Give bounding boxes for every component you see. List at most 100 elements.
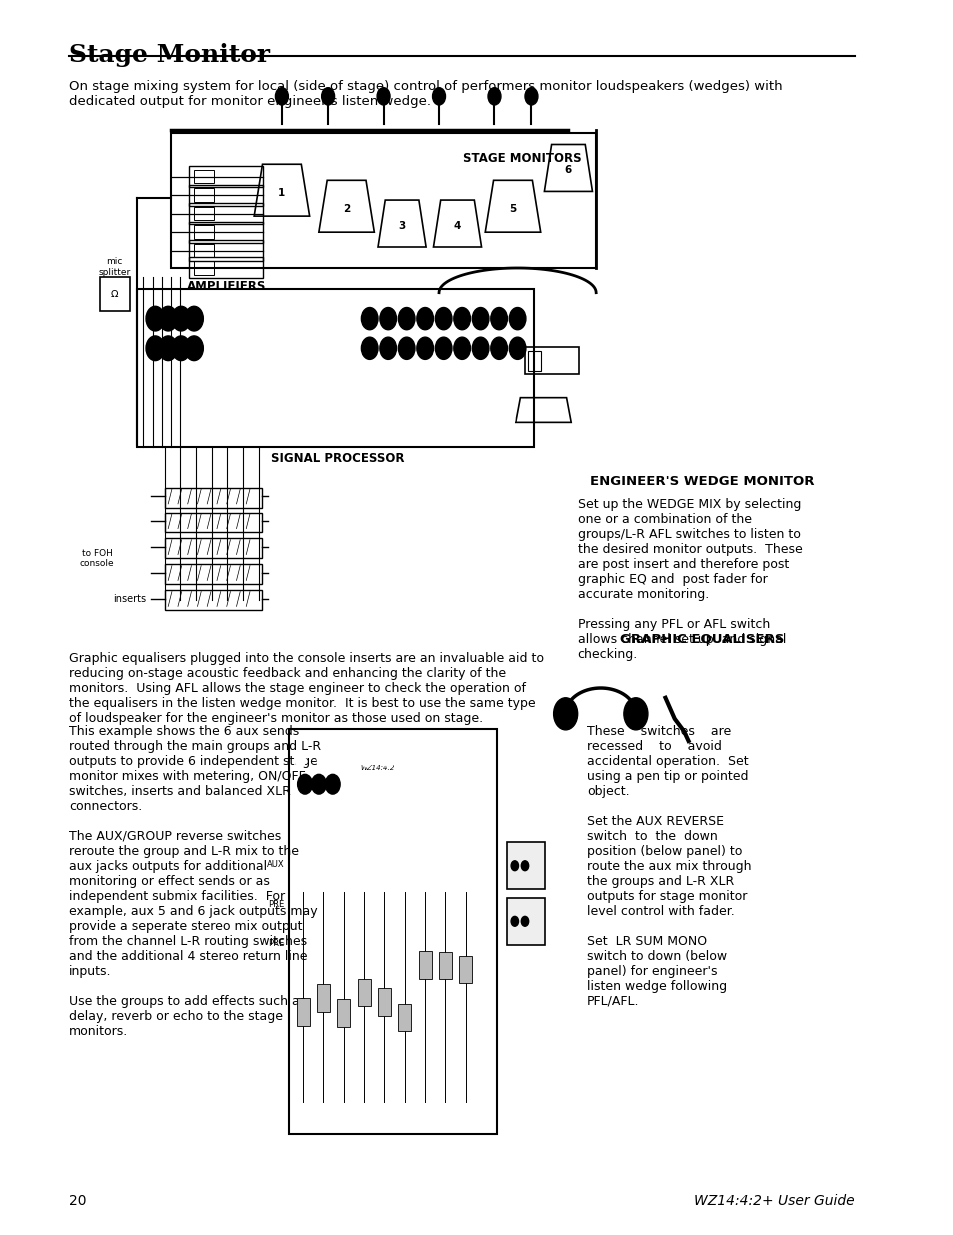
Circle shape: [450, 752, 460, 767]
Bar: [193, 188, 214, 201]
Bar: [296, 998, 310, 1025]
Circle shape: [509, 308, 525, 330]
Circle shape: [361, 308, 377, 330]
Circle shape: [235, 370, 249, 388]
Circle shape: [146, 306, 164, 331]
Circle shape: [520, 861, 528, 871]
Circle shape: [361, 752, 372, 767]
Circle shape: [450, 860, 460, 874]
Circle shape: [339, 832, 350, 847]
Text: 4: 4: [454, 221, 460, 231]
Circle shape: [383, 832, 395, 847]
Circle shape: [276, 340, 289, 357]
Circle shape: [395, 414, 403, 426]
Text: WZ14:4:2+ User Guide: WZ14:4:2+ User Guide: [694, 1194, 854, 1208]
Circle shape: [428, 832, 438, 847]
Circle shape: [276, 370, 289, 388]
Circle shape: [294, 860, 306, 874]
Text: PRE: PRE: [268, 939, 284, 948]
Text: Graphic equalisers plugged into the console inserts are an invaluable aid to
red: Graphic equalisers plugged into the cons…: [70, 652, 544, 725]
Circle shape: [339, 802, 350, 816]
Text: Set up the WEDGE MIX by selecting
one or a combination of the
groups/L-R AFL swi: Set up the WEDGE MIX by selecting one or…: [578, 498, 801, 661]
Circle shape: [337, 310, 350, 327]
Text: 3: 3: [398, 221, 405, 231]
Circle shape: [294, 802, 306, 816]
Circle shape: [215, 370, 228, 388]
Text: This example shows the 6 aux sends
routed through the main groups and L-R
output: This example shows the 6 aux sends route…: [70, 725, 321, 1037]
Circle shape: [255, 310, 269, 327]
Circle shape: [321, 88, 335, 105]
Text: 6: 6: [564, 165, 572, 175]
Text: WZ14:4:2: WZ14:4:2: [360, 766, 395, 771]
Circle shape: [294, 832, 306, 847]
Circle shape: [416, 337, 433, 359]
Text: These    switches    are
recessed    to    avoid
accidental operation.  Set
usin: These switches are recessed to avoid acc…: [586, 725, 751, 1008]
Circle shape: [488, 88, 500, 105]
Circle shape: [276, 310, 289, 327]
Circle shape: [472, 832, 483, 847]
Circle shape: [255, 340, 269, 357]
Bar: [377, 988, 391, 1015]
Circle shape: [296, 340, 310, 357]
Bar: [164, 564, 261, 584]
Circle shape: [159, 306, 177, 331]
Circle shape: [505, 414, 515, 426]
Circle shape: [490, 308, 507, 330]
Bar: [289, 729, 497, 1134]
Circle shape: [416, 308, 433, 330]
Text: to FOH
console: to FOH console: [80, 548, 114, 568]
Text: SIGNAL PROCESSOR: SIGNAL PROCESSOR: [271, 452, 404, 466]
Circle shape: [361, 337, 377, 359]
Circle shape: [316, 860, 328, 874]
Circle shape: [215, 310, 228, 327]
Circle shape: [316, 310, 330, 327]
Bar: [171, 133, 596, 268]
Text: 1: 1: [278, 188, 285, 198]
Circle shape: [511, 916, 518, 926]
Bar: [193, 206, 214, 220]
Circle shape: [215, 340, 228, 357]
Circle shape: [405, 752, 416, 767]
Text: ENGINEER'S WEDGE MONITOR: ENGINEER'S WEDGE MONITOR: [590, 475, 814, 489]
Circle shape: [361, 832, 372, 847]
Circle shape: [472, 752, 483, 767]
Circle shape: [172, 306, 191, 331]
Circle shape: [217, 414, 226, 426]
Circle shape: [357, 370, 371, 388]
Text: STAGE MONITORS: STAGE MONITORS: [462, 152, 581, 165]
Circle shape: [379, 337, 396, 359]
Text: 2: 2: [343, 204, 350, 214]
Bar: [357, 978, 371, 1005]
Circle shape: [372, 414, 381, 426]
Bar: [418, 951, 431, 978]
Circle shape: [316, 752, 328, 767]
Circle shape: [159, 336, 177, 361]
Bar: [190, 222, 263, 242]
Circle shape: [379, 308, 396, 330]
Circle shape: [383, 802, 395, 816]
Circle shape: [172, 336, 191, 361]
Circle shape: [472, 308, 489, 330]
Bar: [164, 488, 261, 508]
Circle shape: [235, 310, 249, 327]
Circle shape: [472, 860, 483, 874]
Circle shape: [524, 88, 537, 105]
Circle shape: [261, 414, 271, 426]
Circle shape: [357, 340, 371, 357]
Circle shape: [316, 832, 328, 847]
Circle shape: [328, 414, 337, 426]
Circle shape: [428, 752, 438, 767]
Bar: [506, 842, 545, 889]
Circle shape: [361, 802, 372, 816]
Circle shape: [454, 308, 470, 330]
Bar: [337, 999, 350, 1026]
Text: mic
splitter: mic splitter: [98, 257, 131, 277]
Circle shape: [383, 752, 395, 767]
Bar: [193, 170, 214, 184]
Circle shape: [311, 774, 326, 794]
Text: PRE: PRE: [268, 899, 284, 909]
Circle shape: [185, 336, 203, 361]
Circle shape: [483, 414, 492, 426]
Circle shape: [490, 337, 507, 359]
Circle shape: [255, 370, 269, 388]
